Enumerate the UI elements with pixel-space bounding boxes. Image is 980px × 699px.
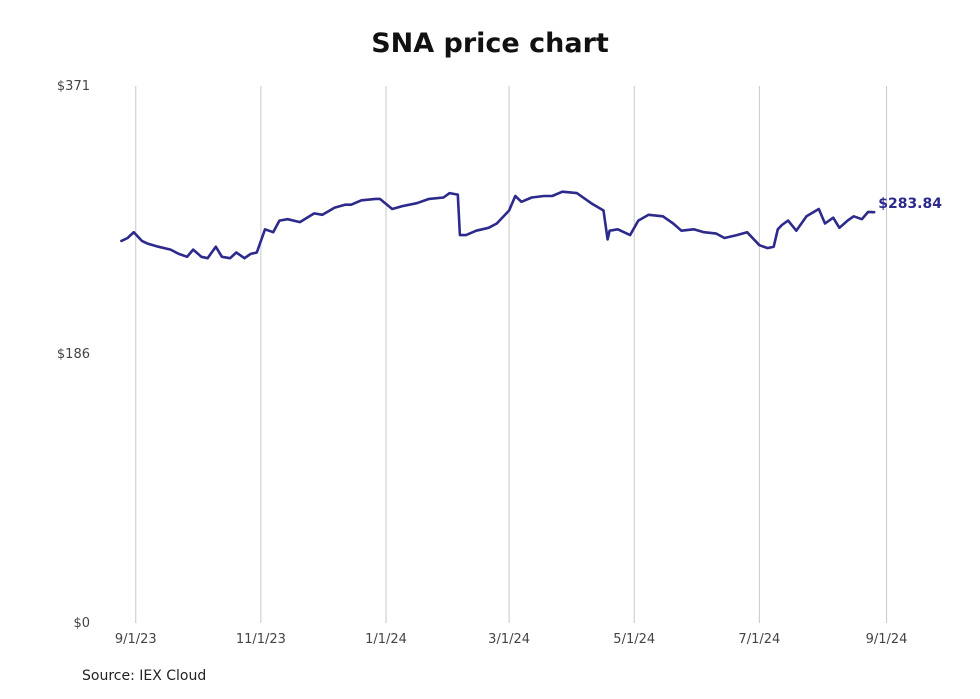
last-price-label: $283.84 [878, 196, 942, 212]
price-series-line [120, 190, 876, 260]
x-tick-label: 11/1/23 [236, 632, 286, 647]
x-tick-label: 5/1/24 [613, 632, 655, 647]
x-tick-label: 3/1/24 [488, 632, 530, 647]
x-tick-label: 9/1/23 [115, 632, 157, 647]
x-tick-label: 1/1/24 [365, 632, 407, 647]
y-axis: $0 $186 $371 [57, 79, 90, 631]
grid-lines [135, 86, 888, 623]
x-tick-label: 7/1/24 [738, 632, 780, 647]
y-tick-label: $0 [73, 616, 90, 631]
source-note: Source: IEX Cloud [82, 668, 207, 684]
y-tick-label: $186 [57, 347, 90, 362]
annotation-layer: $283.84 [878, 196, 942, 212]
x-tick-label: 9/1/24 [866, 632, 908, 647]
series-layer [120, 190, 876, 260]
y-tick-label: $371 [57, 79, 90, 94]
x-axis: 9/1/23 11/1/23 1/1/24 3/1/24 5/1/24 7/1/24 9/1… [115, 632, 908, 647]
chart-title: SNA price chart [371, 28, 609, 59]
